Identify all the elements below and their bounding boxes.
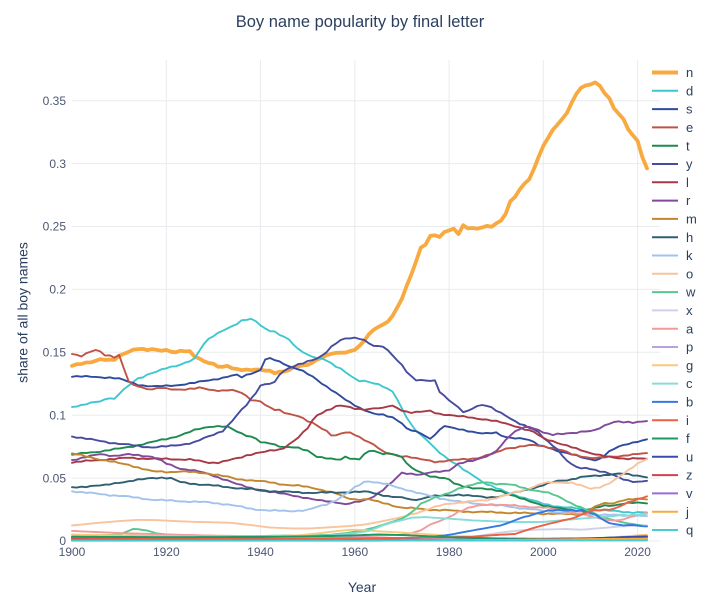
svg-text:1920: 1920 — [153, 545, 180, 559]
svg-text:l: l — [686, 175, 689, 190]
svg-text:e: e — [686, 120, 693, 135]
svg-text:w: w — [685, 285, 696, 300]
svg-text:share of all boy names: share of all boy names — [15, 242, 31, 383]
svg-text:h: h — [686, 230, 693, 245]
svg-text:0.3: 0.3 — [49, 157, 66, 171]
svg-text:0.1: 0.1 — [49, 408, 66, 422]
svg-text:0.05: 0.05 — [43, 471, 67, 485]
svg-text:t: t — [686, 138, 690, 153]
svg-text:c: c — [686, 376, 693, 391]
svg-text:1980: 1980 — [436, 545, 463, 559]
svg-text:d: d — [686, 83, 693, 98]
svg-text:y: y — [686, 157, 693, 172]
svg-text:a: a — [686, 321, 694, 336]
svg-text:2000: 2000 — [530, 545, 557, 559]
svg-text:1940: 1940 — [247, 545, 274, 559]
svg-text:1900: 1900 — [59, 545, 86, 559]
svg-text:q: q — [686, 523, 693, 538]
svg-text:2020: 2020 — [624, 545, 651, 559]
svg-text:i: i — [686, 413, 689, 428]
svg-text:v: v — [686, 486, 693, 501]
svg-text:Boy name popularity by final l: Boy name popularity by final letter — [236, 13, 485, 31]
svg-text:u: u — [686, 449, 693, 464]
svg-text:z: z — [686, 468, 693, 483]
svg-text:0.25: 0.25 — [43, 220, 67, 234]
svg-text:0: 0 — [59, 534, 66, 548]
svg-text:g: g — [686, 358, 693, 373]
svg-text:k: k — [686, 248, 693, 263]
svg-text:0.2: 0.2 — [49, 283, 66, 297]
svg-text:b: b — [686, 395, 693, 410]
svg-text:x: x — [686, 303, 693, 318]
svg-text:Year: Year — [348, 579, 377, 595]
svg-text:o: o — [686, 266, 693, 281]
svg-text:p: p — [686, 340, 693, 355]
svg-text:0.15: 0.15 — [43, 346, 67, 360]
svg-text:1960: 1960 — [341, 545, 368, 559]
svg-text:f: f — [686, 431, 690, 446]
svg-text:r: r — [686, 193, 691, 208]
svg-text:n: n — [686, 65, 693, 80]
svg-text:j: j — [685, 504, 689, 519]
svg-text:s: s — [686, 102, 693, 117]
svg-text:0.35: 0.35 — [43, 94, 67, 108]
svg-text:m: m — [686, 212, 697, 227]
